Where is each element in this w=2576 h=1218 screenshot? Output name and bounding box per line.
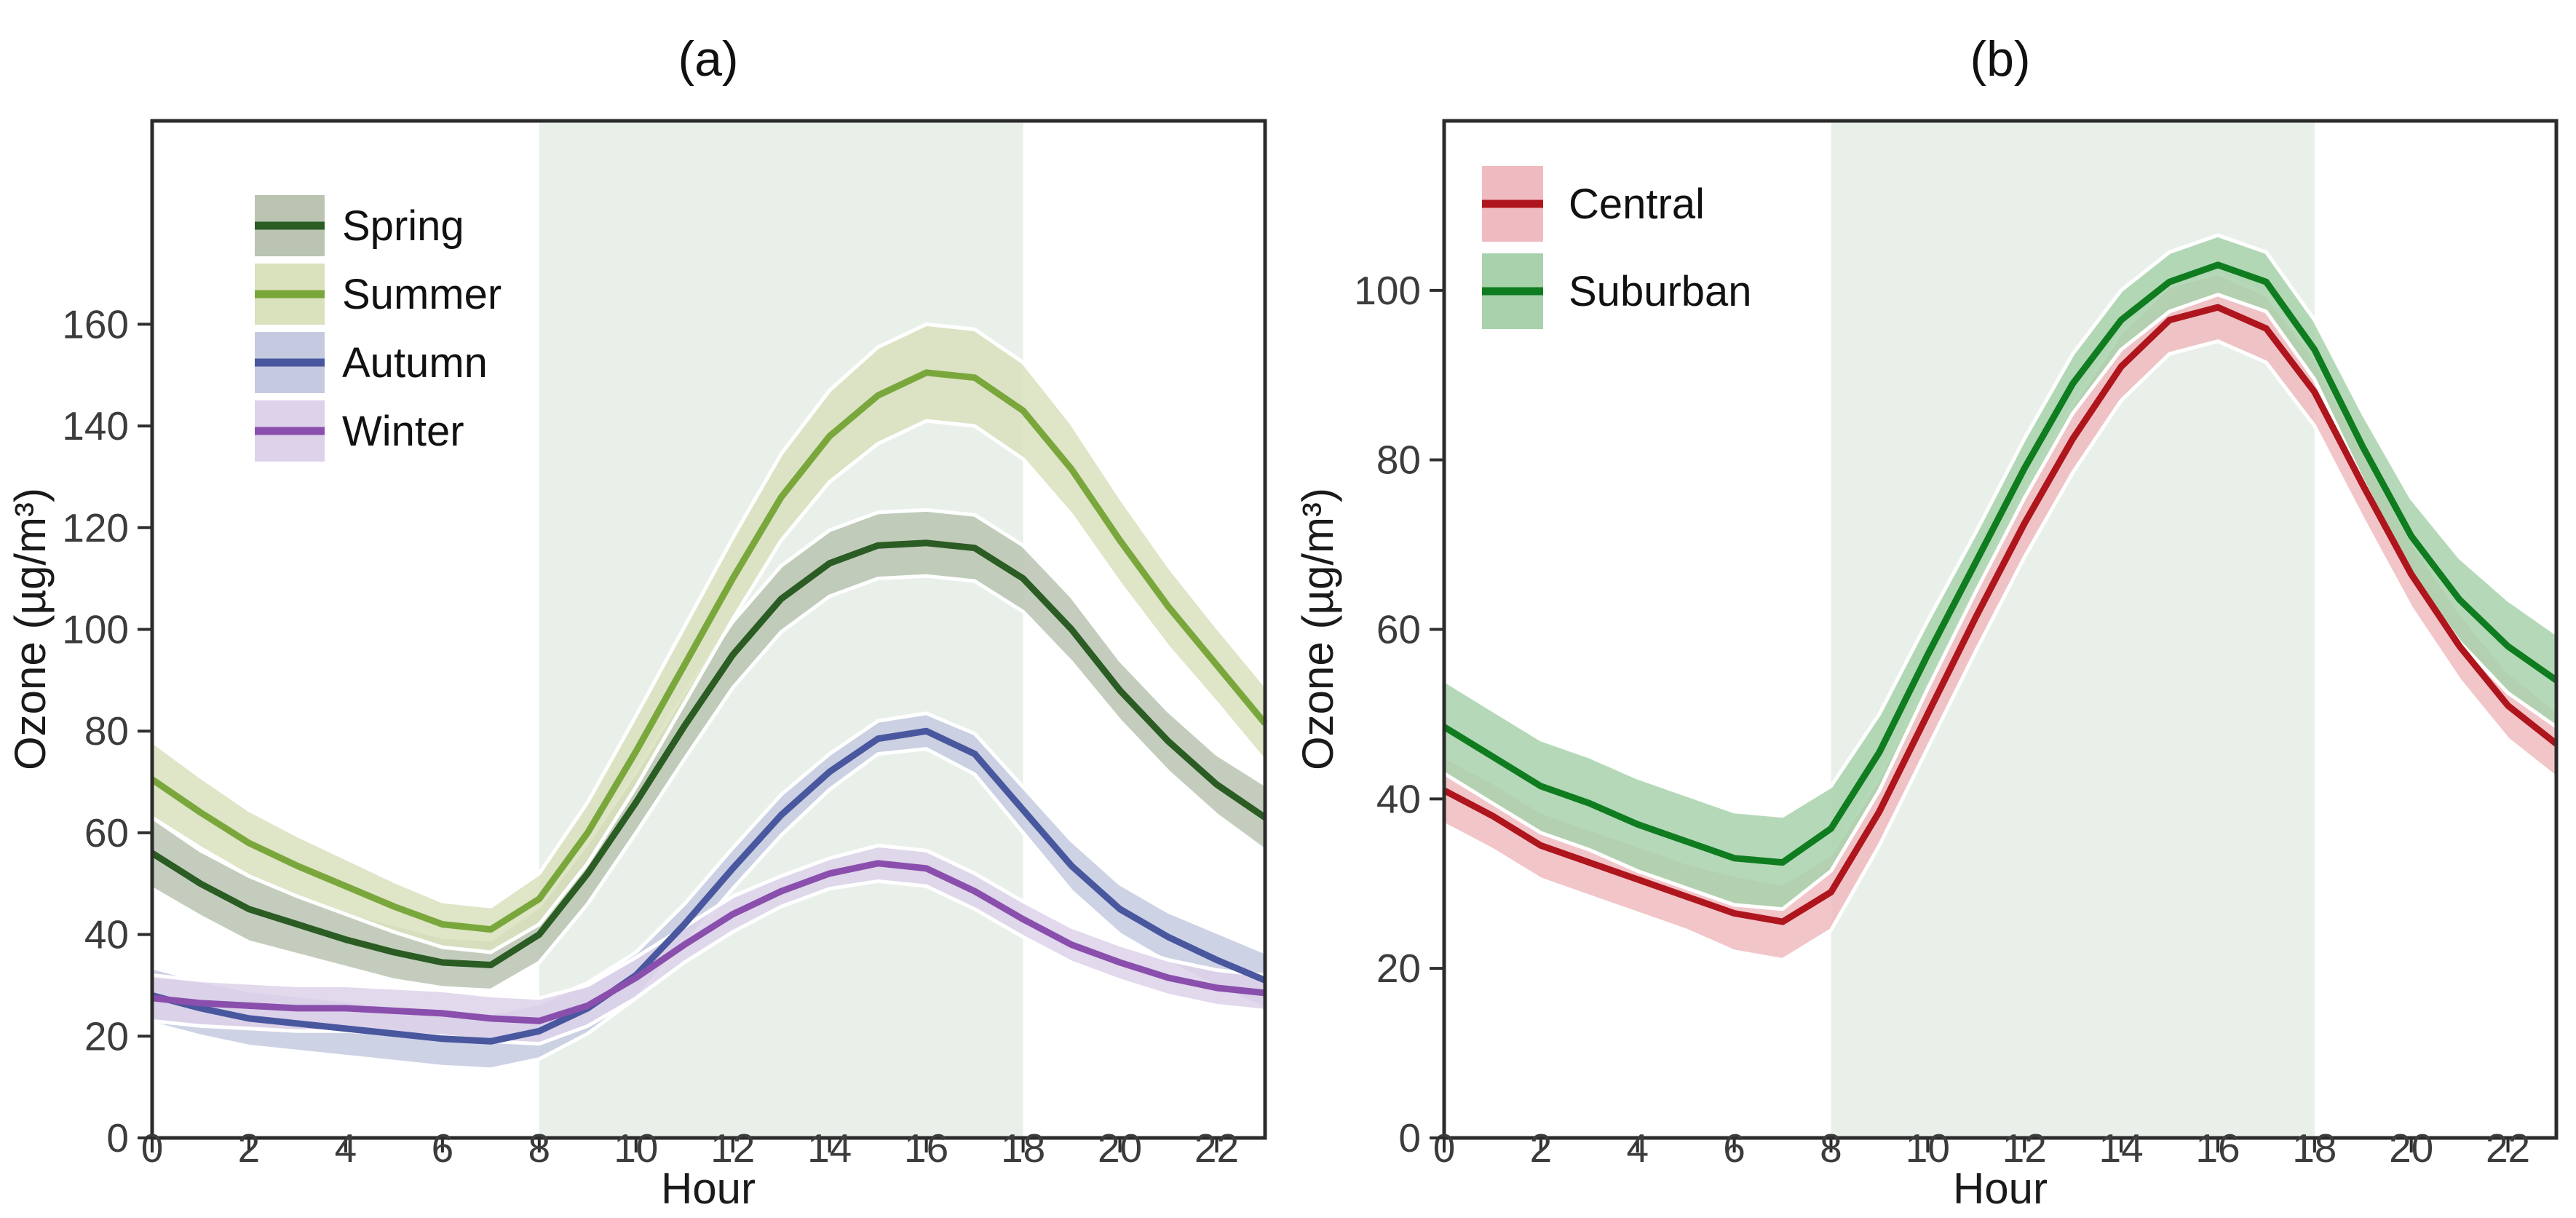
- panel-a-svg: 0 2 4 6 8 10 12 14 16 18 20 22 0 20 40 60 80 100 120 140 160…: [6, 31, 1268, 1213]
- x-tick-label-10: 10: [1906, 1126, 1950, 1171]
- y-tick-label-60: 60: [84, 810, 129, 855]
- x-tick-label-10: 10: [614, 1126, 658, 1171]
- x-tick-label-20: 20: [2389, 1126, 2433, 1171]
- y-tick-label-60: 60: [1376, 607, 1421, 652]
- x-tick-label-6: 6: [1723, 1126, 1745, 1171]
- x-tick-label-22: 22: [1194, 1126, 1239, 1171]
- x-tick-label-0: 0: [141, 1126, 164, 1171]
- panel-a-plot-area: 0 2 4 6 8 10 12 14 16 18 20 22 0 20 40 60 80 100 120 140 160…: [62, 119, 1268, 1171]
- x-tick-label-6: 6: [432, 1126, 454, 1171]
- x-tick-label-16: 16: [2195, 1126, 2240, 1171]
- y-tick-label-40: 40: [84, 912, 129, 957]
- legend-label: Winter: [342, 408, 464, 455]
- suburban-line: [1442, 261, 2559, 866]
- panel-b-x-axis-title: Hour: [1953, 1164, 2048, 1213]
- x-tick-label-4: 4: [1626, 1126, 1649, 1171]
- y-tick-label-100: 100: [1354, 268, 1421, 313]
- legend-label: Central: [1569, 181, 1705, 228]
- x-tick-label-14: 14: [2099, 1126, 2143, 1171]
- x-tick-label-16: 16: [904, 1126, 948, 1171]
- x-tick-label-18: 18: [2292, 1126, 2337, 1171]
- x-tick-label-2: 2: [1530, 1126, 1553, 1171]
- x-tick-label-22: 22: [2486, 1126, 2530, 1171]
- panel-a-title: (a): [678, 31, 738, 87]
- x-tick-label-18: 18: [1001, 1126, 1045, 1171]
- x-tick-label-8: 8: [528, 1126, 551, 1171]
- panel-b: 0 2 4 6 8 10 12 14 16 18 20 22 0 20 40 60 80 100 Central Su…: [1288, 0, 2575, 1218]
- legend-item-spring: Spring: [255, 195, 464, 256]
- panel-b-svg: 0 2 4 6 8 10 12 14 16 18 20 22 0 20 40 60 80 100 Central Su…: [1293, 31, 2559, 1213]
- y-tick-label-160: 160: [62, 301, 129, 347]
- winter-line: [151, 860, 1266, 1024]
- legend-label: Spring: [342, 202, 464, 250]
- x-tick-label-2: 2: [238, 1126, 261, 1171]
- y-tick-label-80: 80: [84, 708, 129, 754]
- y-tick-label-0: 0: [1398, 1115, 1421, 1160]
- legend-label: Autumn: [342, 339, 488, 387]
- x-tick-label-12: 12: [2002, 1126, 2047, 1171]
- spring-line: [150, 539, 1267, 968]
- x-tick-label-8: 8: [1820, 1126, 1842, 1171]
- summer-line: [150, 369, 1268, 933]
- x-tick-label-20: 20: [1098, 1126, 1142, 1171]
- y-tick-label-20: 20: [84, 1013, 129, 1059]
- y-tick-label-40: 40: [1376, 776, 1421, 821]
- panel-a-x-axis-title: Hour: [661, 1164, 756, 1213]
- y-tick-label-0: 0: [106, 1115, 129, 1160]
- y-tick-label-140: 140: [62, 403, 129, 448]
- x-tick-label-14: 14: [807, 1126, 852, 1171]
- legend-item-summer: Summer: [255, 264, 502, 325]
- legend-label: Summer: [342, 271, 502, 318]
- x-tick-label-12: 12: [710, 1126, 755, 1171]
- autumn-line: [151, 727, 1267, 1045]
- panel-b-y-axis-title: Ozone (µg/m³): [1293, 488, 1342, 770]
- legend-item-winter: Winter: [255, 400, 464, 462]
- x-tick-label-0: 0: [1433, 1126, 1456, 1171]
- panel-a-y-axis-title: Ozone (µg/m³): [6, 488, 55, 770]
- panel-b-plot-area: 0 2 4 6 8 10 12 14 16 18 20 22 0 20 40 60 80 100 Central Su…: [1354, 119, 2559, 1171]
- y-tick-label-120: 120: [62, 505, 129, 550]
- y-tick-label-100: 100: [62, 607, 129, 652]
- y-tick-label-20: 20: [1376, 946, 1421, 991]
- legend: Central Suburban: [1482, 166, 1752, 329]
- legend-label: Suburban: [1569, 268, 1752, 315]
- legend: Spring Summer Autumn Winter: [255, 195, 502, 462]
- legend-item-autumn: Autumn: [255, 332, 488, 393]
- legend-item-suburban: Suburban: [1482, 253, 1752, 329]
- panel-b-title: (b): [1970, 31, 2030, 87]
- legend-item-central: Central: [1482, 166, 1705, 242]
- x-tick-label-4: 4: [335, 1126, 357, 1171]
- central-line: [1442, 304, 2559, 925]
- y-tick-label-80: 80: [1376, 438, 1421, 483]
- panel-a: 0 2 4 6 8 10 12 14 16 18 20 22 0 20 40 60 80 100 120 140 160…: [6, 31, 1268, 1213]
